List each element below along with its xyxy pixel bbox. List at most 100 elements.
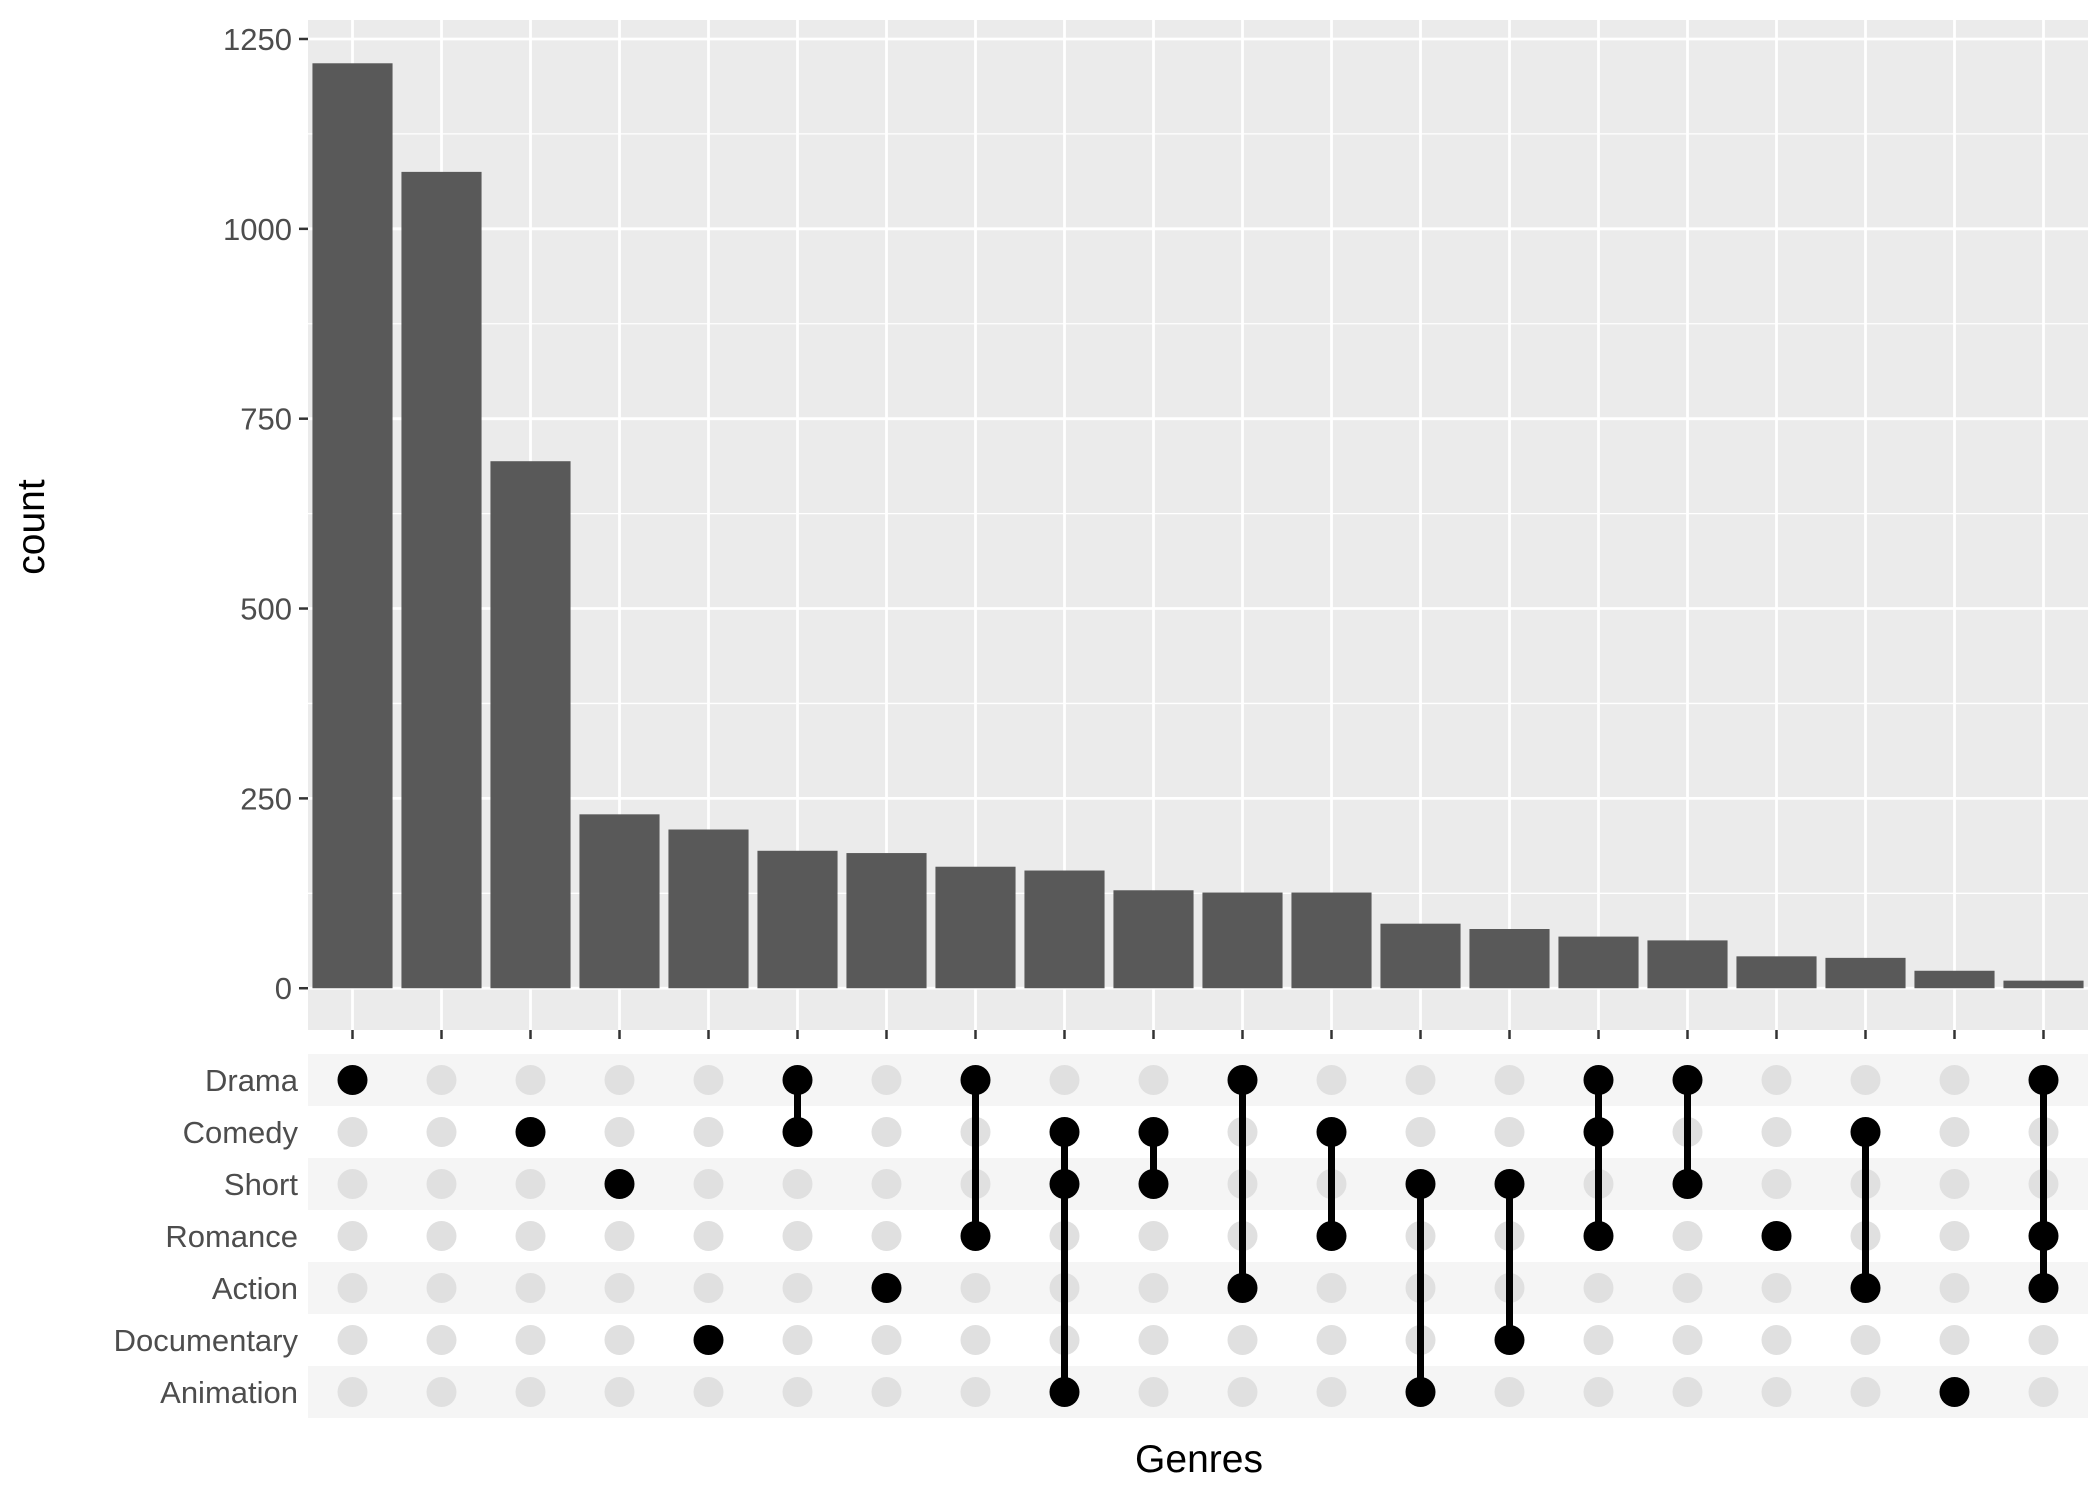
matrix-dot-inactive xyxy=(1138,1377,1169,1407)
bar xyxy=(1024,870,1105,989)
matrix-dot-inactive xyxy=(1138,1221,1169,1251)
matrix-dot-inactive xyxy=(2028,1325,2059,1355)
matrix-dot-active xyxy=(871,1273,902,1303)
matrix-dot-active xyxy=(1405,1169,1436,1199)
matrix-dot-inactive xyxy=(1316,1325,1347,1355)
matrix-dot-inactive xyxy=(871,1065,902,1095)
set-label: Drama xyxy=(205,1063,299,1098)
matrix-dot-active xyxy=(1672,1065,1703,1095)
matrix-dot-inactive xyxy=(515,1221,546,1251)
matrix-dot-inactive xyxy=(1583,1273,1614,1303)
set-label: Documentary xyxy=(114,1323,299,1358)
matrix-dot-inactive xyxy=(1138,1273,1169,1303)
matrix-dot-active xyxy=(2028,1273,2059,1303)
matrix-row-stripe xyxy=(308,1106,2088,1158)
matrix-dot-inactive xyxy=(604,1221,635,1251)
matrix-dot-inactive xyxy=(1939,1117,1970,1147)
y-tick-label: 0 xyxy=(275,971,292,1006)
matrix-dot-inactive xyxy=(337,1325,368,1355)
matrix-dot-inactive xyxy=(1850,1377,1881,1407)
matrix-dot-inactive xyxy=(515,1273,546,1303)
matrix-dot-inactive xyxy=(515,1169,546,1199)
matrix-dot-active xyxy=(1049,1117,1080,1147)
y-tick-label: 250 xyxy=(240,781,292,816)
matrix-dot-active xyxy=(1049,1169,1080,1199)
matrix-dot-inactive xyxy=(1761,1169,1792,1199)
matrix-dot-inactive xyxy=(1850,1325,1881,1355)
matrix-dot-inactive xyxy=(1939,1221,1970,1251)
bar xyxy=(1825,957,1906,989)
bar xyxy=(401,171,482,989)
matrix-dot-active xyxy=(782,1065,813,1095)
bar xyxy=(846,853,927,989)
matrix-dot-active xyxy=(1227,1273,1258,1303)
matrix-dot-inactive xyxy=(693,1377,724,1407)
matrix-dot-inactive xyxy=(960,1273,991,1303)
bar xyxy=(312,63,393,989)
matrix-dot-inactive xyxy=(1761,1377,1792,1407)
intersection-matrix: Drama Comedy Short Romance Action Documentary… xyxy=(114,1054,2088,1418)
matrix-dot-active xyxy=(1583,1221,1614,1251)
matrix-dot-inactive xyxy=(426,1377,457,1407)
matrix-dot-inactive xyxy=(1583,1377,1614,1407)
bar-panel: 0 250 500 750 1000 1250 xyxy=(223,20,2088,1039)
matrix-row-stripe xyxy=(308,1210,2088,1262)
matrix-dot-inactive xyxy=(693,1117,724,1147)
matrix-dot-inactive xyxy=(1672,1325,1703,1355)
matrix-dot-inactive xyxy=(1761,1273,1792,1303)
matrix-row-stripe xyxy=(308,1366,2088,1418)
matrix-dot-inactive xyxy=(1494,1117,1525,1147)
matrix-row-stripe xyxy=(308,1262,2088,1314)
matrix-dot-active xyxy=(1227,1065,1258,1095)
matrix-dot-inactive xyxy=(782,1169,813,1199)
matrix-dot-inactive xyxy=(1494,1377,1525,1407)
matrix-dot-active xyxy=(1138,1169,1169,1199)
bar xyxy=(1558,936,1639,989)
y-tick-label: 500 xyxy=(240,592,292,627)
matrix-dot-active xyxy=(1850,1117,1881,1147)
matrix-dot-active xyxy=(1405,1377,1436,1407)
matrix-dot-active xyxy=(1583,1065,1614,1095)
matrix-dot-inactive xyxy=(960,1325,991,1355)
matrix-dot-inactive xyxy=(426,1169,457,1199)
matrix-dot-inactive xyxy=(1227,1377,1258,1407)
matrix-dot-inactive xyxy=(604,1273,635,1303)
matrix-dot-active xyxy=(337,1065,368,1095)
bar xyxy=(1914,970,1995,989)
matrix-dot-active xyxy=(1316,1117,1347,1147)
matrix-dot-inactive xyxy=(693,1221,724,1251)
matrix-dot-inactive xyxy=(604,1065,635,1095)
matrix-dot-inactive xyxy=(1672,1273,1703,1303)
matrix-dot-inactive xyxy=(1672,1377,1703,1407)
matrix-dot-inactive xyxy=(604,1117,635,1147)
matrix-dot-inactive xyxy=(426,1221,457,1251)
bar xyxy=(2003,980,2084,989)
bar xyxy=(1113,890,1194,989)
matrix-dot-inactive xyxy=(1761,1117,1792,1147)
matrix-dot-inactive xyxy=(1227,1325,1258,1355)
y-tick-label: 1250 xyxy=(223,22,292,57)
matrix-dot-inactive xyxy=(1761,1065,1792,1095)
x-axis-title: Genres xyxy=(1135,1438,1263,1481)
matrix-dot-inactive xyxy=(1316,1377,1347,1407)
set-label: Short xyxy=(224,1167,298,1202)
matrix-dot-active xyxy=(1939,1377,1970,1407)
matrix-dot-inactive xyxy=(1672,1221,1703,1251)
matrix-dot-active xyxy=(1850,1273,1881,1303)
bar xyxy=(579,814,660,989)
matrix-dot-active xyxy=(2028,1221,2059,1251)
matrix-dot-active xyxy=(1761,1221,1792,1251)
matrix-dot-inactive xyxy=(1405,1065,1436,1095)
matrix-dot-active xyxy=(1049,1377,1080,1407)
set-label: Animation xyxy=(160,1375,298,1410)
matrix-dot-inactive xyxy=(337,1117,368,1147)
plot-panel-background xyxy=(308,20,2088,1030)
matrix-row-stripe xyxy=(308,1158,2088,1210)
matrix-dot-inactive xyxy=(693,1065,724,1095)
matrix-dot-inactive xyxy=(1049,1065,1080,1095)
matrix-dot-active xyxy=(960,1065,991,1095)
matrix-dot-inactive xyxy=(871,1377,902,1407)
bar xyxy=(757,850,838,989)
matrix-dot-inactive xyxy=(337,1377,368,1407)
matrix-dot-inactive xyxy=(426,1325,457,1355)
